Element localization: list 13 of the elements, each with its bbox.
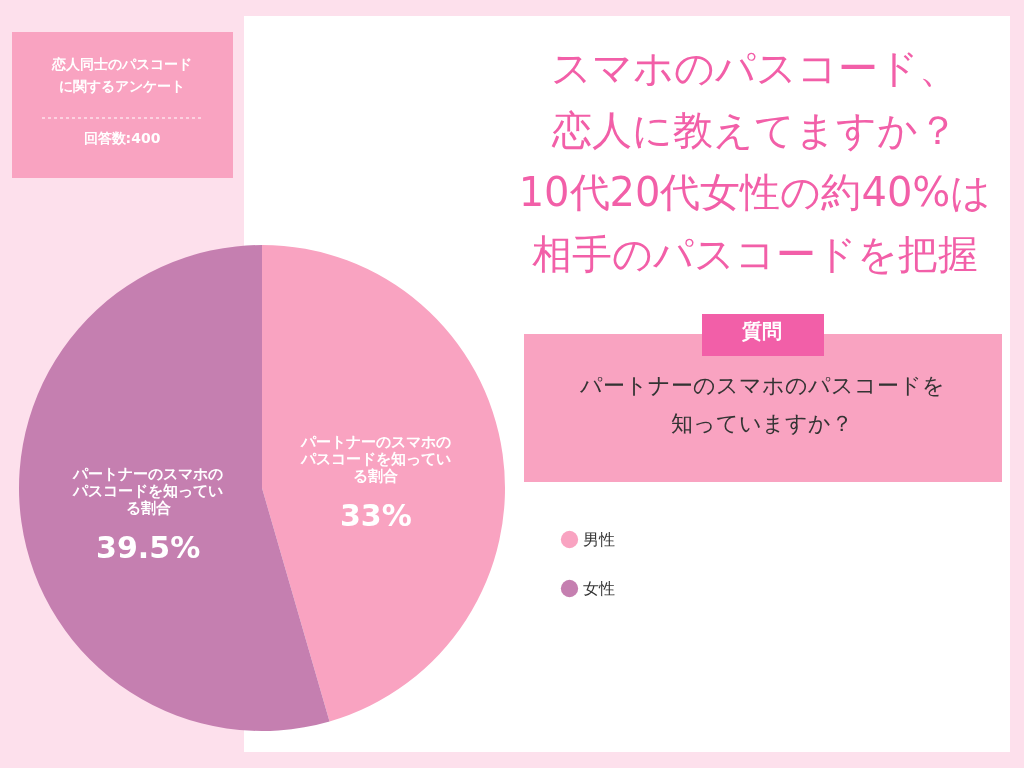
data-label: 39.5%: [96, 530, 201, 566]
legend-label: 女性: [583, 578, 615, 598]
text: パートナーのスマホのパスコードを知っている割合: [73, 465, 224, 518]
text: スマホのパスコード、恋人に教えてますか？10代20代女性の約40%は相手のパスコードを把握: [518, 45, 992, 277]
pie-slice: [262, 245, 505, 722]
data-label: 33%: [339, 497, 412, 533]
text: 回答数:400: [83, 130, 161, 146]
text: パートナーのスマホのパスコードを知っていますか？: [578, 373, 945, 436]
legend-label: 男性: [583, 529, 615, 549]
pie-slice: [19, 245, 330, 731]
text: パートナーのスマホのパスコードを知っている割合: [300, 432, 451, 485]
text: 恋人同士のパスコードに関するアンケート: [51, 56, 192, 94]
text: 質問: [741, 319, 782, 343]
